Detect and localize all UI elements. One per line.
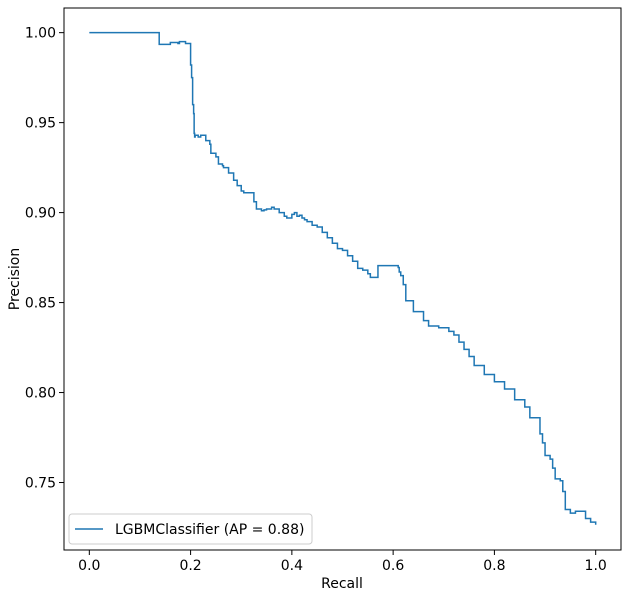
x-tick-label: 0.2	[179, 558, 201, 574]
legend-box	[68, 513, 313, 545]
y-tick-label: 0.75	[25, 476, 56, 492]
y-tick-label: 0.95	[25, 116, 56, 132]
y-tick-label: 0.90	[25, 206, 56, 222]
legend-label: LGBMClassifier (AP = 0.88)	[115, 522, 304, 538]
y-tick-label: 0.80	[25, 386, 56, 402]
legend: LGBMClassifier (AP = 0.88)	[68, 513, 313, 545]
y-axis-title: Precision	[7, 248, 23, 310]
y-tick-label: 1.00	[25, 26, 56, 42]
series-line-lgbmclassifier	[89, 31, 597, 525]
x-axis-title: Recall	[321, 576, 363, 592]
x-tick-label: 0.8	[483, 558, 505, 574]
y-axis-ticks: 0.75 0.80 0.85 0.90 0.95 1.00	[25, 26, 64, 492]
x-tick-label: 0.0	[78, 558, 100, 574]
plot-frame	[63, 7, 622, 551]
y-tick-label: 0.85	[25, 296, 56, 312]
x-tick-label: 0.4	[281, 558, 303, 574]
x-axis-ticks: 0.0 0.2 0.4 0.6 0.8 1.0	[78, 550, 607, 574]
x-tick-label: 0.6	[382, 558, 404, 574]
x-tick-label: 1.0	[585, 558, 607, 574]
